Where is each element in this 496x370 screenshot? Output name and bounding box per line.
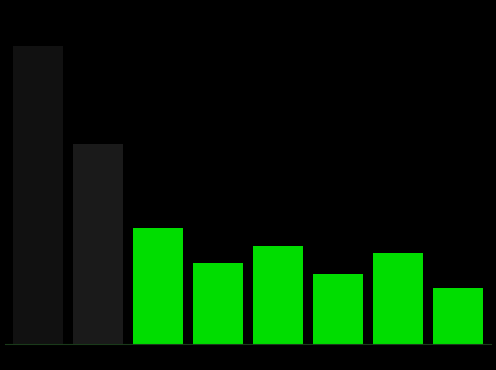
Bar — [73, 144, 123, 344]
Bar — [13, 46, 62, 344]
Bar — [313, 274, 363, 344]
Bar — [253, 246, 303, 344]
Bar — [373, 253, 423, 344]
Bar — [434, 288, 483, 344]
Bar — [193, 263, 243, 344]
Bar — [133, 228, 183, 344]
